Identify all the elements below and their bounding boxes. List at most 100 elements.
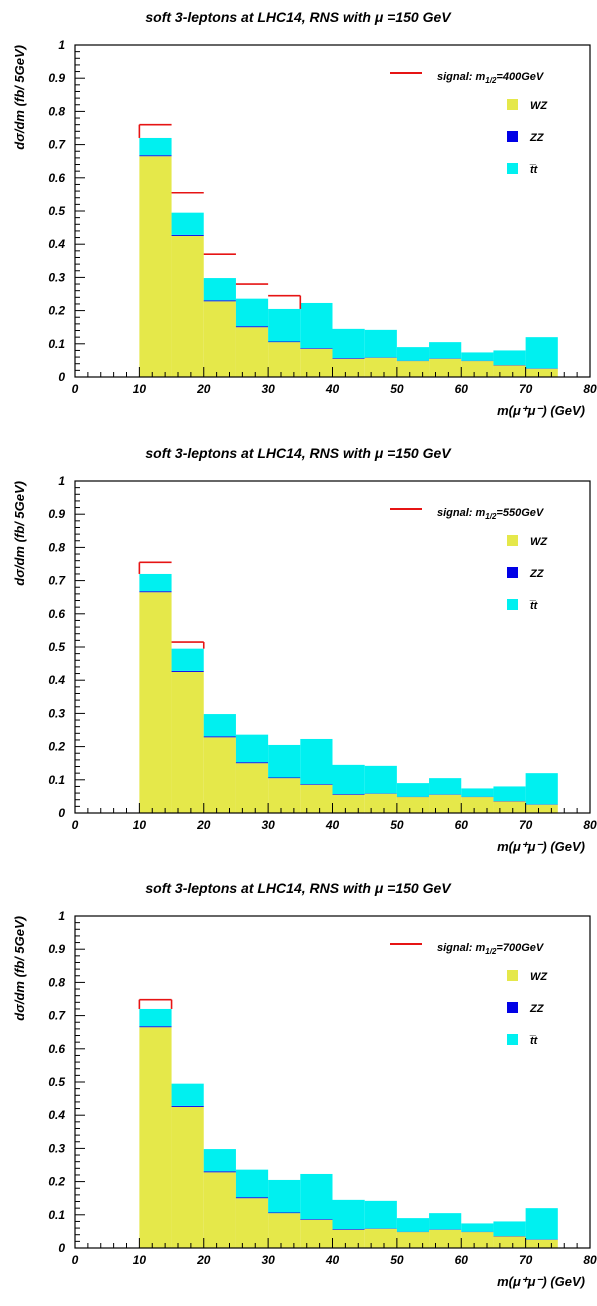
bar-tt [236,735,268,763]
bar-tt [397,783,429,797]
x-tick-label: 80 [583,1253,597,1267]
bar-zz [333,1229,365,1230]
legend-signal-text: signal: m [437,71,486,83]
y-tick-label: 0.1 [48,773,65,787]
legend-zz-label: ZZ [529,568,545,580]
x-tick-label: 10 [133,1253,147,1267]
legend-signal-label: signal: m1/2=700GeV [437,942,545,956]
bar-wz [300,349,332,377]
x-tick-label: 50 [390,382,404,396]
histogram-panel-1: soft 3-leptons at LHC14, RNS with μ =150… [0,0,597,435]
y-tick-label: 0.5 [48,1075,65,1089]
bar-zz [333,794,365,795]
chart-title: soft 3-leptons at LHC14, RNS with μ =150… [145,9,452,25]
bar-wz [333,1230,365,1248]
x-tick-label: 80 [583,382,597,396]
chart-svg: soft 3-leptons at LHC14, RNS with μ =150… [0,436,597,871]
bar-wz [268,1213,300,1248]
bar-zz [300,784,332,785]
y-tick-label: 0.8 [48,540,65,554]
bar-wz [526,805,558,813]
legend-wz-swatch [507,535,518,546]
legend-wz-label: WZ [530,100,548,112]
bar-tt [461,788,493,796]
bar-wz [365,358,397,377]
y-axis-label: dσ/dm (fb/ 5GeV) [12,916,27,1021]
x-tick-label: 80 [583,818,597,832]
x-tick-label: 0 [72,1253,79,1267]
y-tick-label: 1 [58,909,65,923]
y-tick-label: 0.9 [48,507,65,521]
bar-wz [397,1232,429,1248]
x-tick-label: 20 [196,382,211,396]
bar-tt [493,786,525,801]
y-tick-label: 0.2 [48,1175,65,1189]
x-tick-label: 40 [325,1253,340,1267]
legend-tt-label: t̅t [529,164,539,176]
x-tick-label: 50 [390,818,404,832]
y-tick-label: 0.3 [48,706,65,720]
y-tick-label: 0.1 [48,1208,65,1222]
chart-title: soft 3-leptons at LHC14, RNS with μ =150… [145,880,452,896]
x-tick-label: 30 [261,382,275,396]
legend-zz-label: ZZ [529,132,545,144]
bar-tt [300,1174,332,1219]
legend-wz-swatch [507,99,518,110]
x-axis-label: m(μ⁺μ⁻) (GeV) [497,1274,585,1289]
x-tick-label: 20 [196,818,211,832]
bar-wz [493,365,525,377]
y-tick-label: 0.6 [48,171,65,185]
legend-zz-swatch [507,567,518,578]
y-tick-label: 0.8 [48,975,65,989]
bar-zz [204,300,236,301]
y-tick-label: 0 [58,1241,65,1255]
bar-wz [333,795,365,813]
x-tick-label: 10 [133,382,147,396]
x-tick-label: 70 [519,382,533,396]
bar-zz [268,341,300,342]
chart-title: soft 3-leptons at LHC14, RNS with μ =150… [145,445,452,461]
y-axis: 00.10.20.30.40.50.60.70.80.91 [48,474,85,820]
chart-svg: soft 3-leptons at LHC14, RNS with μ =150… [0,0,597,435]
y-tick-label: 0.4 [48,673,65,687]
y-axis: 00.10.20.30.40.50.60.70.80.91 [48,909,85,1255]
bar-tt [365,1201,397,1229]
histogram-bars [139,574,557,813]
bar-zz [236,762,268,763]
bar-tt [172,1084,204,1106]
bar-tt [397,347,429,361]
legend-signal-text: signal: m [437,942,486,954]
bar-tt [526,773,558,804]
y-tick-label: 0.2 [48,304,65,318]
bar-tt [236,1170,268,1198]
legend-zz-label: ZZ [529,1003,545,1015]
histogram-panel-2: soft 3-leptons at LHC14, RNS with μ =150… [0,436,597,871]
bar-tt [429,778,461,794]
bar-tt [268,309,300,342]
bar-zz [172,671,204,672]
y-tick-label: 0.3 [48,1141,65,1155]
y-axis-label: dσ/dm (fb/ 5GeV) [12,481,27,586]
x-tick-label: 0 [72,818,79,832]
bar-wz [236,1198,268,1248]
legend-signal-value: =700GeV [496,942,544,954]
y-tick-label: 0.7 [48,574,66,588]
legend-wz-label: WZ [530,971,548,983]
bar-zz [333,358,365,359]
x-axis-label: m(μ⁺μ⁻) (GeV) [497,403,585,418]
y-tick-label: 0.6 [48,607,65,621]
bar-tt [204,278,236,300]
bar-wz [493,1236,525,1248]
bar-tt [493,1221,525,1236]
signal-outline [139,1000,171,1009]
legend-zz-swatch [507,1002,518,1013]
bar-tt [204,1149,236,1171]
bar-wz [429,795,461,813]
bar-tt [365,766,397,794]
bar-wz [493,801,525,813]
bar-wz [526,369,558,377]
legend-signal-value: =550GeV [496,507,544,519]
bar-wz [397,361,429,377]
x-tick-label: 70 [519,818,533,832]
y-tick-label: 0.1 [48,337,65,351]
